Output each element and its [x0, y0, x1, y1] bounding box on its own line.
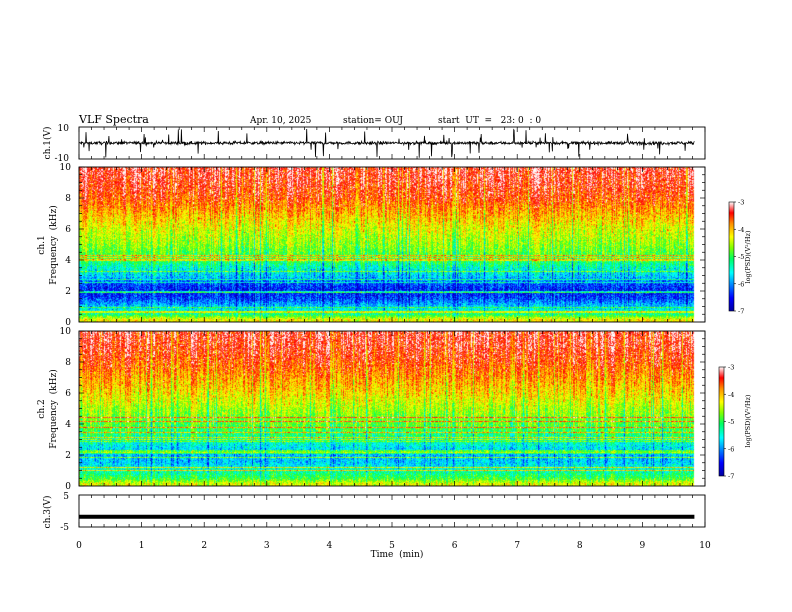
- ch3-waveform-ticks: [78, 495, 706, 527]
- ch1-spectrogram-image: [79, 167, 705, 322]
- ch1-colorbar-label: log(PSD)(V²/Hz): [744, 230, 752, 283]
- ch1-waveform-ylabel: ch.1(V): [42, 127, 53, 160]
- ch2-colorbar-label: log(PSD)(V²/Hz): [744, 394, 752, 447]
- ch2-spec-ytick-label: 2: [65, 451, 71, 461]
- ch1-colorbar-tick-label: -3: [738, 199, 744, 207]
- time-tick-label: 7: [514, 541, 520, 551]
- time-tick-label: 9: [640, 541, 646, 551]
- ch2-colorbar-tick-label: -7: [728, 473, 734, 481]
- ch1-colorbar: [728, 201, 735, 312]
- ch3-waveform-frame: [78, 494, 706, 528]
- header-station: station= OUJ: [343, 116, 403, 126]
- ch2-colorbar: [718, 366, 725, 477]
- ch1-colorbar-tick-label: -4: [738, 226, 744, 234]
- ch1-colorbar-ticks: -3 -4 -5 -6 -7: [734, 199, 744, 316]
- ch1-spec-ytick-labels: 0 2 4 6 8 10: [60, 163, 72, 328]
- ch1-ytick-top: 10: [58, 124, 70, 134]
- ch2-spectrogram-frame: [78, 330, 706, 487]
- ch1-ytick-bottom: -10: [55, 154, 70, 164]
- ch1-spec-ytick-label: 2: [65, 287, 71, 297]
- time-tick-label: 1: [139, 541, 145, 551]
- ch2-colorbar-tick-label: -6: [728, 445, 734, 453]
- ch3-ytick-top: 5: [63, 492, 69, 502]
- ch1-waveform-line: [78, 128, 695, 158]
- time-tick-label: 8: [577, 541, 583, 551]
- time-axis-tick-labels: 0 1 2 3 4 5 6 7 8 9 10: [76, 541, 711, 551]
- time-tick-label: 10: [699, 541, 711, 551]
- ch2-spec-ytick-label: 4: [65, 420, 71, 430]
- ch2-spec-ytick-label: 6: [65, 389, 71, 399]
- ch1-waveform-frame: [78, 126, 706, 160]
- ch2-spec-ytick-labels: 0 2 4 6 8 10: [60, 327, 72, 492]
- header-date: Apr. 10, 2025: [249, 116, 312, 126]
- ch2-spec-ytick-label: 10: [60, 327, 72, 337]
- ch3-waveform-ylabel: ch.3(V): [42, 496, 53, 529]
- ch3-ytick-bottom: -5: [60, 523, 69, 533]
- ch1-colorbar-tick-label: -7: [738, 308, 744, 316]
- ch1-colorbar-tick-label: -6: [738, 280, 744, 288]
- time-tick-label: 6: [452, 541, 458, 551]
- ch2-spectrogram-image: [79, 331, 705, 486]
- ch1-spec-ytick-label: 10: [60, 163, 72, 173]
- ch1-spec-ytick-label: 0: [65, 318, 71, 328]
- time-tick-label: 2: [201, 541, 207, 551]
- time-axis-label: Time (min): [371, 549, 424, 560]
- ch2-spec-ylabel-channel: ch.2: [37, 399, 47, 418]
- figure-title: VLF Spectra: [78, 113, 149, 126]
- ch2-spec-ytick-label: 8: [65, 358, 71, 368]
- ch2-colorbar-ticks: -3 -4 -5 -6 -7: [724, 364, 734, 481]
- ch3-waveform-panel: ch.3(V) 5 -5: [42, 492, 706, 533]
- ch1-spec-ytick-label: 8: [65, 194, 71, 204]
- time-tick-label: 3: [264, 541, 270, 551]
- time-tick-label: 5: [389, 541, 395, 551]
- ch1-waveform-panel: ch.1(V) 10 -10: [42, 124, 706, 164]
- header-start-time: start UT = 23: 0 : 0: [438, 116, 541, 126]
- ch1-colorbar-tick-label: -5: [738, 253, 744, 261]
- ch2-colorbar-tick-label: -5: [728, 418, 734, 426]
- ch1-spec-ytick-label: 4: [65, 256, 71, 266]
- ch2-colorbar-tick-label: -4: [728, 391, 734, 399]
- time-tick-label: 4: [327, 541, 333, 551]
- ch1-spec-ylabel-frequency: Frequency (kHz): [48, 205, 59, 284]
- ch2-spec-ylabel-frequency: Frequency (kHz): [48, 369, 59, 448]
- ch2-colorbar-tick-label: -3: [728, 364, 734, 372]
- ch1-spec-ylabel-channel: ch.1: [37, 235, 47, 254]
- ch1-spec-ytick-label: 6: [65, 225, 71, 235]
- ch1-spectrogram-frame: [78, 166, 706, 323]
- time-tick-label: 0: [76, 541, 82, 551]
- ch2-spec-ytick-label: 0: [65, 482, 71, 492]
- ch1-waveform-xticks: [78, 127, 706, 159]
